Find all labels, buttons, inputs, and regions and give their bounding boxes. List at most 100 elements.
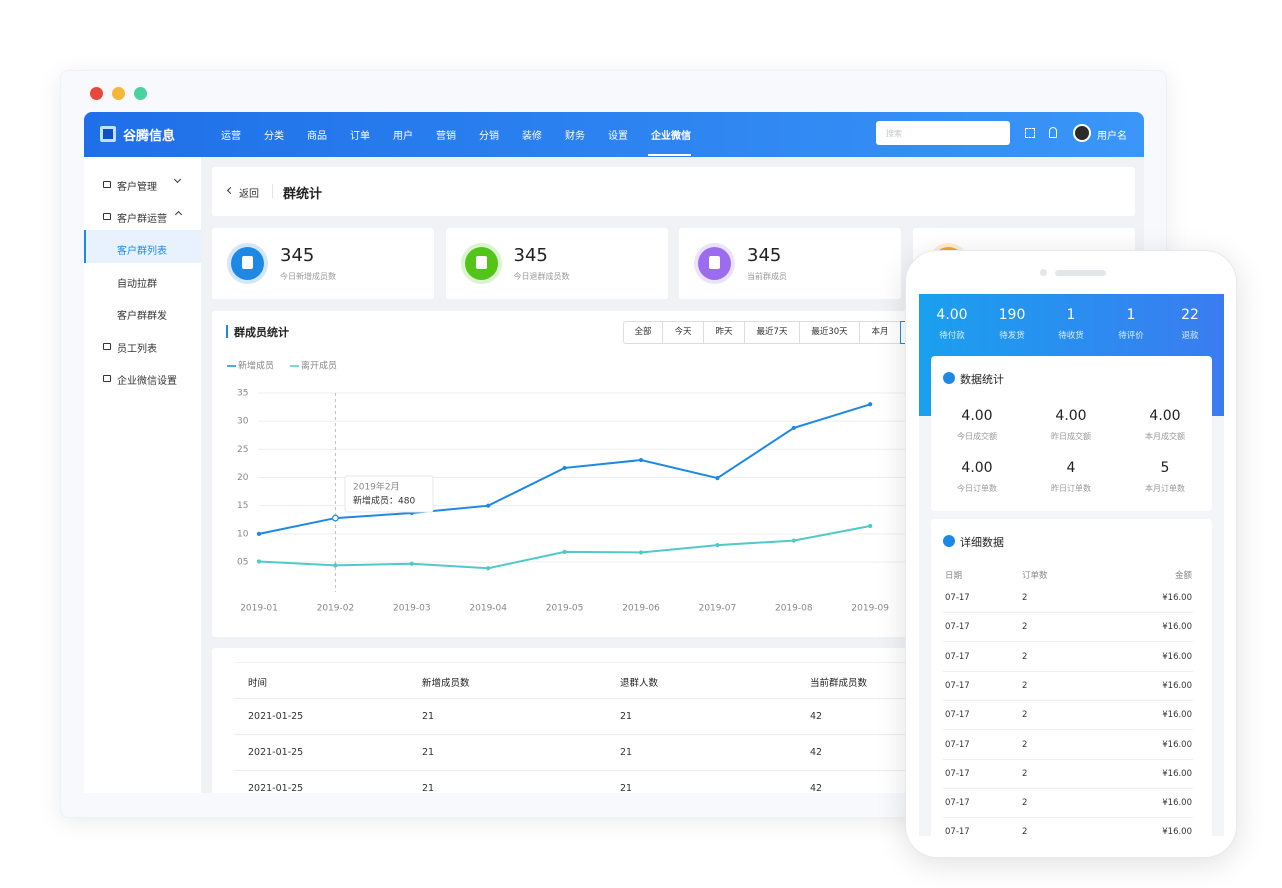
table-cell: 21 xyxy=(620,711,633,722)
window-dot xyxy=(112,87,125,100)
detail-cell: ¥16.00 xyxy=(1162,593,1192,603)
stat-value: 5 xyxy=(1160,460,1170,476)
user-name[interactable]: 用户名 xyxy=(1097,131,1127,142)
detail-cell: 07-17 xyxy=(945,768,970,779)
stat-value: 4.00 xyxy=(961,408,993,424)
page-header: 返回 群统计 xyxy=(212,167,1135,216)
filter-button[interactable]: 最近30天 xyxy=(799,321,860,344)
menu-arrow xyxy=(173,175,182,184)
nav-item[interactable]: 企业微信 xyxy=(651,131,691,142)
order-label[interactable]: 待发货 xyxy=(999,331,1025,341)
menu-item[interactable]: 客户群运营 xyxy=(117,214,167,225)
table-cell: 21 xyxy=(422,711,435,722)
row-line xyxy=(234,770,1134,771)
avatar[interactable] xyxy=(1073,124,1091,142)
nav-item[interactable]: 财务 xyxy=(565,131,585,142)
order-label[interactable]: 待评价 xyxy=(1118,331,1144,341)
stat-card: 345 今日退群成员数 xyxy=(445,228,668,299)
table-cell: 2021-01-25 xyxy=(248,747,304,758)
back-link[interactable]: 返回 xyxy=(239,189,259,200)
fullscreen-icon[interactable] xyxy=(1025,128,1035,138)
stat-label: 今日新增成员数 xyxy=(280,272,336,281)
menu-item[interactable]: 客户管理 xyxy=(117,182,157,193)
nav-item[interactable]: 分销 xyxy=(479,131,499,142)
row-line xyxy=(943,699,1193,701)
stat-value: 4 xyxy=(1066,460,1076,476)
detail-cell: 2 xyxy=(1022,651,1028,662)
detail-cell: 2 xyxy=(1022,827,1028,836)
menu-item[interactable]: 企业微信设置 xyxy=(117,375,177,387)
stat-value: 4.00 xyxy=(1149,408,1181,424)
nav-item[interactable]: 装修 xyxy=(522,131,542,142)
order-label[interactable]: 退款 xyxy=(1181,331,1199,341)
stat-label: 本月订单数 xyxy=(1145,484,1185,493)
stat-label: 今日退群成员数 xyxy=(513,272,570,281)
menu-icon xyxy=(103,374,111,382)
table-cell: 2021-01-25 xyxy=(248,783,304,793)
detail-cell: ¥16.00 xyxy=(1162,827,1192,836)
stat-label: 本月成交额 xyxy=(1145,432,1185,441)
order-count[interactable]: 22 xyxy=(1181,307,1199,323)
section-icon xyxy=(943,535,955,547)
submenu-item[interactable]: 客户群列表 xyxy=(117,246,167,257)
order-count[interactable]: 1 xyxy=(1066,307,1076,323)
detail-cell: ¥16.00 xyxy=(1162,798,1192,809)
row-line xyxy=(943,787,1193,789)
search-box[interactable]: 搜索 xyxy=(876,121,1010,145)
filter-button[interactable]: 昨天 xyxy=(703,321,745,344)
detail-cell: ¥16.00 xyxy=(1162,710,1192,721)
row-line xyxy=(943,641,1193,643)
order-label[interactable]: 待收货 xyxy=(1058,331,1084,341)
nav-item[interactable]: 用户 xyxy=(393,131,413,142)
nav-item[interactable]: 运营 xyxy=(221,131,241,142)
nav-item[interactable]: 订单 xyxy=(350,131,370,142)
detail-cell: 07-17 xyxy=(945,622,970,633)
order-label[interactable]: 待付款 xyxy=(939,331,965,341)
row-line xyxy=(943,758,1193,760)
detail-cell: 2 xyxy=(1022,622,1028,633)
detail-cell: 2 xyxy=(1022,798,1028,809)
nav-item[interactable]: 设置 xyxy=(608,131,628,142)
menu-icon xyxy=(103,342,111,350)
stat-card: 345 当前群成员 xyxy=(679,228,901,299)
detail-cell: 2 xyxy=(1022,680,1028,691)
detail-cell: ¥16.00 xyxy=(1162,739,1192,750)
detail-cell: 07-17 xyxy=(945,798,970,809)
row-line xyxy=(943,612,1193,613)
detail-header: 日期 xyxy=(945,571,963,581)
order-count[interactable]: 1 xyxy=(1126,307,1136,323)
order-count[interactable]: 4.00 xyxy=(936,307,968,323)
detail-cell: 2 xyxy=(1022,710,1028,721)
submenu-item[interactable]: 客户群群发 xyxy=(117,311,167,322)
nav-item[interactable]: 商品 xyxy=(307,131,327,142)
table-cell: 42 xyxy=(810,783,823,793)
detail-cell: ¥16.00 xyxy=(1162,680,1192,691)
filter-button[interactable]: 本月 xyxy=(859,321,901,344)
title-bar xyxy=(226,325,228,338)
stat-icon-glyph xyxy=(709,256,720,269)
table-cell: 21 xyxy=(620,747,633,758)
section-icon xyxy=(943,372,955,384)
filter-button[interactable]: 全部 xyxy=(623,321,663,344)
phone: 4.00 待付款 190 待发货 1 待收货 1 待评价 22 退款 数据统计 4.00 今日成交额 4.… xyxy=(905,250,1237,858)
menu-item[interactable]: 员工列表 xyxy=(117,343,157,355)
stat-icon-glyph xyxy=(475,256,487,269)
detail-header: 订单数 xyxy=(1022,571,1048,581)
stat-card: 345 今日新增成员数 xyxy=(212,228,434,299)
detail-cell: ¥16.00 xyxy=(1162,768,1192,779)
nav-item[interactable]: 分类 xyxy=(264,131,284,142)
detail-cell: 2 xyxy=(1022,739,1028,750)
filter-button[interactable]: 最近7天 xyxy=(744,321,800,344)
detail-cell: 07-17 xyxy=(945,651,970,662)
divider xyxy=(272,184,273,198)
menu-active-bg xyxy=(84,230,201,263)
row-line xyxy=(943,670,1193,672)
submenu-item[interactable]: 自动拉群 xyxy=(117,278,157,290)
table-cell: 42 xyxy=(810,711,823,722)
nav-item[interactable]: 营销 xyxy=(436,131,456,142)
filter-button[interactable]: 今天 xyxy=(662,321,704,344)
table-cell: 21 xyxy=(422,747,435,758)
order-count[interactable]: 190 xyxy=(998,307,1026,323)
stat-value: 4.00 xyxy=(1055,408,1087,424)
bell-icon[interactable] xyxy=(1049,127,1057,138)
